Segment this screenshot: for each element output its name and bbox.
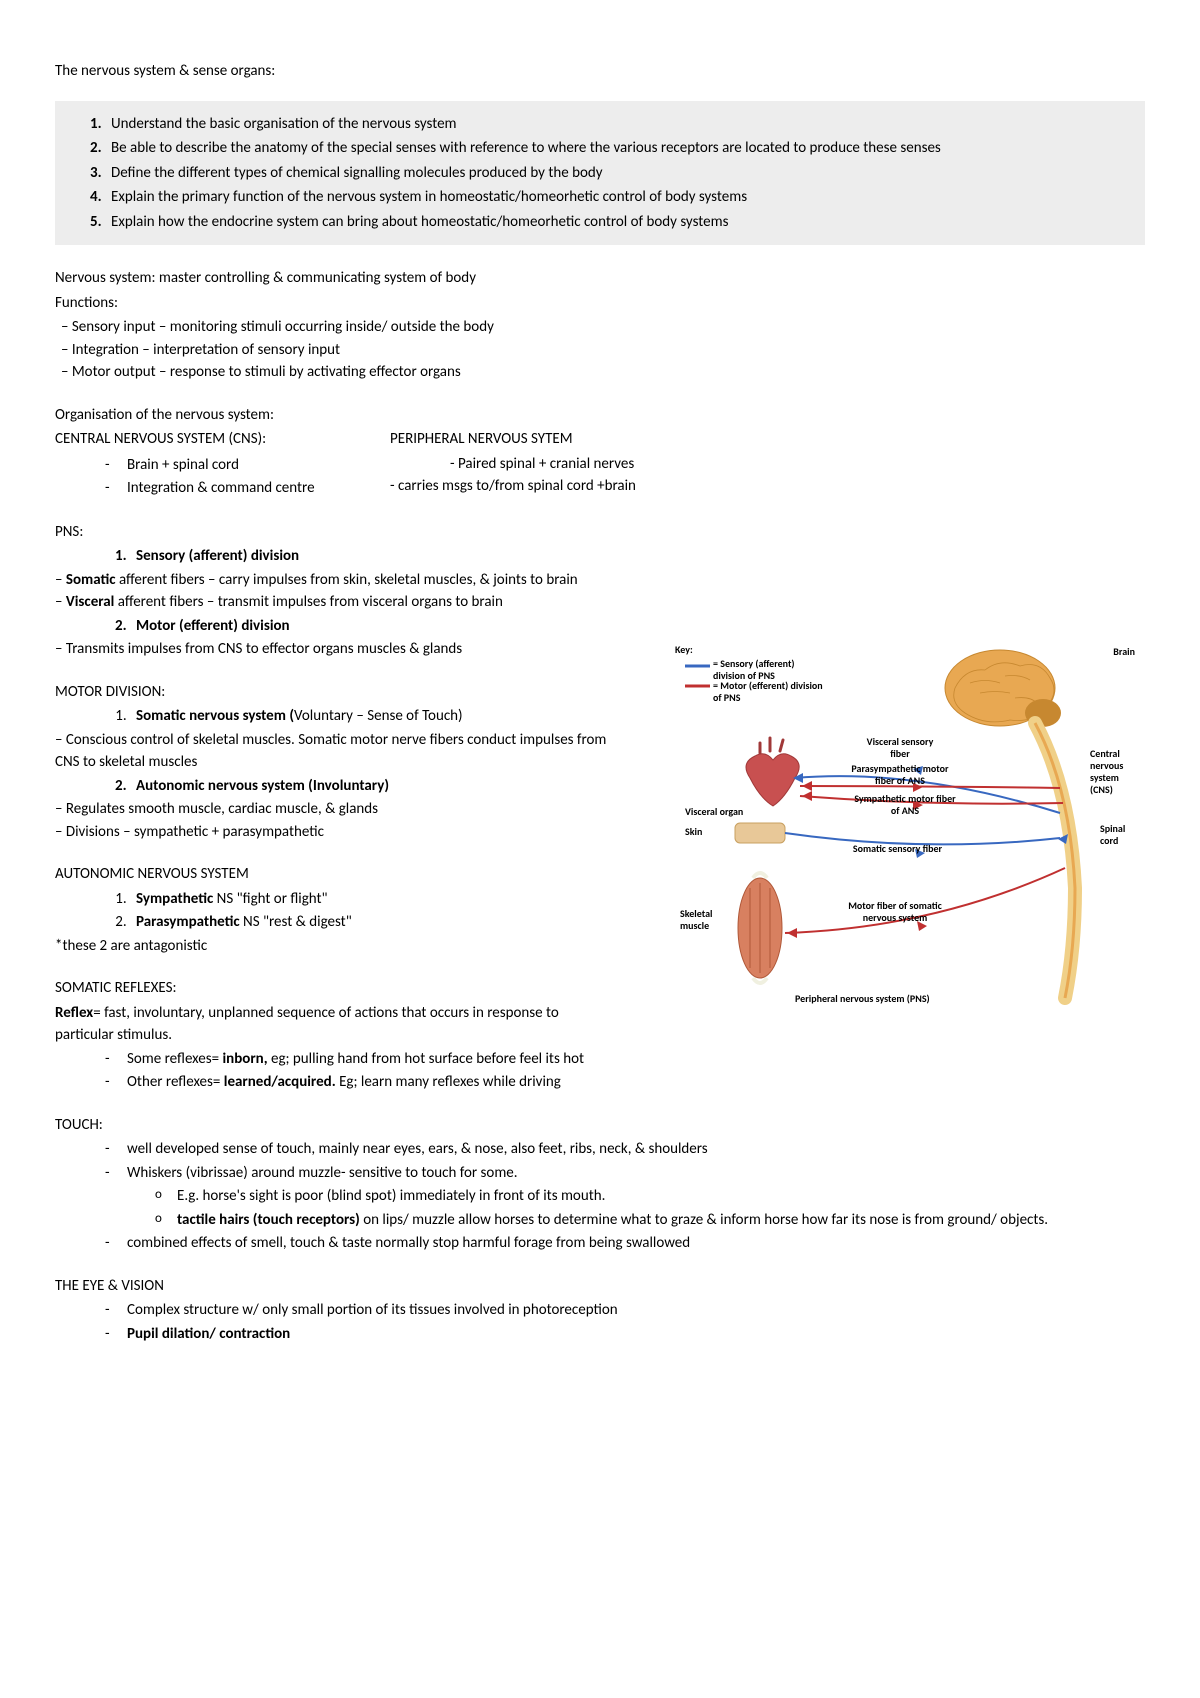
reflex-item: Some reflexes= inborn, eg; pulling hand … <box>105 1048 1145 1071</box>
ans-item: Sympathetic NS "fight or flight" <box>130 888 615 911</box>
touch-sub-item: tactile hairs (touch receptors) on lips/… <box>155 1209 1145 1232</box>
diagram-skeletal: Skeletal muscle <box>680 908 730 932</box>
diagram-para-fiber: Parasympathetic motor fiber of ANS <box>845 763 955 787</box>
motor2-line: – Regulates smooth muscle, cardiac muscl… <box>55 798 615 821</box>
function-line: – Sensory input – monitoring stimuli occ… <box>61 316 1145 339</box>
diagram-cns-label: Central nervous system (CNS) <box>1090 748 1140 796</box>
eye-item: Complex structure w/ only small portion … <box>105 1299 1145 1322</box>
diagram-symp-fiber: Sympathetic motor fiber of ANS <box>850 793 960 817</box>
diagram-visceral-sensory: Visceral sensory fiber <box>860 736 940 760</box>
diagram-skin: Skin <box>685 826 702 838</box>
pns-div1-line: – Somatic afferent fibers – carry impuls… <box>55 569 1145 592</box>
functions-label: Functions: <box>55 292 1145 315</box>
touch-heading: TOUCH: <box>55 1114 1145 1137</box>
objective-item: Explain the primary function of the nerv… <box>105 186 1135 209</box>
diagram-pns-label: Peripheral nervous system (PNS) <box>795 993 955 1005</box>
pns-item: - Paired spinal + cranial nerves <box>390 453 1145 476</box>
org-heading: Organisation of the nervous system: <box>55 404 1145 427</box>
pns-div2-line: – Transmits impulses from CNS to effecto… <box>55 638 615 661</box>
motor2-line: – Divisions – sympathetic + parasympathe… <box>55 821 615 844</box>
pns-heading: PERIPHERAL NERVOUS SYTEM <box>390 428 1145 451</box>
motor-item: Somatic nervous system (Voluntary – Sens… <box>130 705 615 728</box>
cns-item: Integration & command centre <box>105 477 390 500</box>
cns-item: Brain + spinal cord <box>105 454 390 477</box>
pns-div1-line: – Visceral afferent fibers – transmit im… <box>55 591 1145 614</box>
ans-item: Parasympathetic NS "rest & digest" <box>130 911 615 934</box>
touch-item: well developed sense of touch, mainly ne… <box>105 1138 1145 1161</box>
reflex-item: Other reflexes= learned/acquired. Eg; le… <box>105 1071 1145 1094</box>
objective-item: Explain how the endocrine system can bri… <box>105 211 1135 234</box>
ans-note: *these 2 are antagonistic <box>55 935 615 958</box>
page-title: The nervous system & sense organs: <box>55 60 1145 83</box>
objective-item: Understand the basic organisation of the… <box>105 113 1135 136</box>
diagram-brain-label: Brain <box>1113 646 1135 658</box>
motor-heading: MOTOR DIVISION: <box>55 681 615 704</box>
touch-sub-item: E.g. horse's sight is poor (blind spot) … <box>155 1185 1145 1208</box>
pns-division: Motor (efferent) division <box>130 615 1145 638</box>
diagram-somatic-sensory: Somatic sensory fiber <box>850 843 945 855</box>
function-line: – Integration – interpretation of sensor… <box>61 339 1145 362</box>
pns-label: PNS: <box>55 521 1145 544</box>
diagram-spinal: Spinal cord <box>1100 823 1140 847</box>
cns-heading: CENTRAL NERVOUS SYSTEM (CNS): <box>55 428 390 451</box>
motor1-line: – Conscious control of skeletal muscles.… <box>55 729 615 774</box>
objective-item: Be able to describe the anatomy of the s… <box>105 137 1135 160</box>
objective-item: Define the different types of chemical s… <box>105 162 1135 185</box>
reflex-heading: SOMATIC REFLEXES: <box>55 977 615 1000</box>
eye-item: Pupil dilation/ contraction <box>105 1323 1145 1346</box>
diagram-visceral-organ: Visceral organ <box>685 806 743 818</box>
ns-intro: Nervous system: master controlling & com… <box>55 267 1145 290</box>
touch-item: Whiskers (vibrissae) around muzzle- sens… <box>105 1162 1145 1185</box>
function-line: – Motor output – response to stimuli by … <box>61 361 1145 384</box>
pns-item: - carries msgs to/from spinal cord +brai… <box>390 475 1145 498</box>
pns-division: Sensory (afferent) division <box>130 545 1145 568</box>
nervous-system-diagram: Key: = Sensory (afferent) division of PN… <box>665 638 1145 1038</box>
diagram-key-label: Key: <box>675 644 693 656</box>
reflex-def: Reflex= fast, involuntary, unplanned seq… <box>55 1002 615 1047</box>
objectives-box: Understand the basic organisation of the… <box>55 101 1145 246</box>
diagram-motor-fiber: Motor fiber of somatic nervous system <box>845 900 945 924</box>
motor-item: Autonomic nervous system (Involuntary) <box>130 775 615 798</box>
touch-item: combined effects of smell, touch & taste… <box>105 1232 1145 1255</box>
eye-heading: THE EYE & VISION <box>55 1275 1145 1298</box>
diagram-motor-key: = Motor (efferent) division of PNS <box>713 680 823 704</box>
ans-heading: AUTONOMIC NERVOUS SYSTEM <box>55 863 615 886</box>
